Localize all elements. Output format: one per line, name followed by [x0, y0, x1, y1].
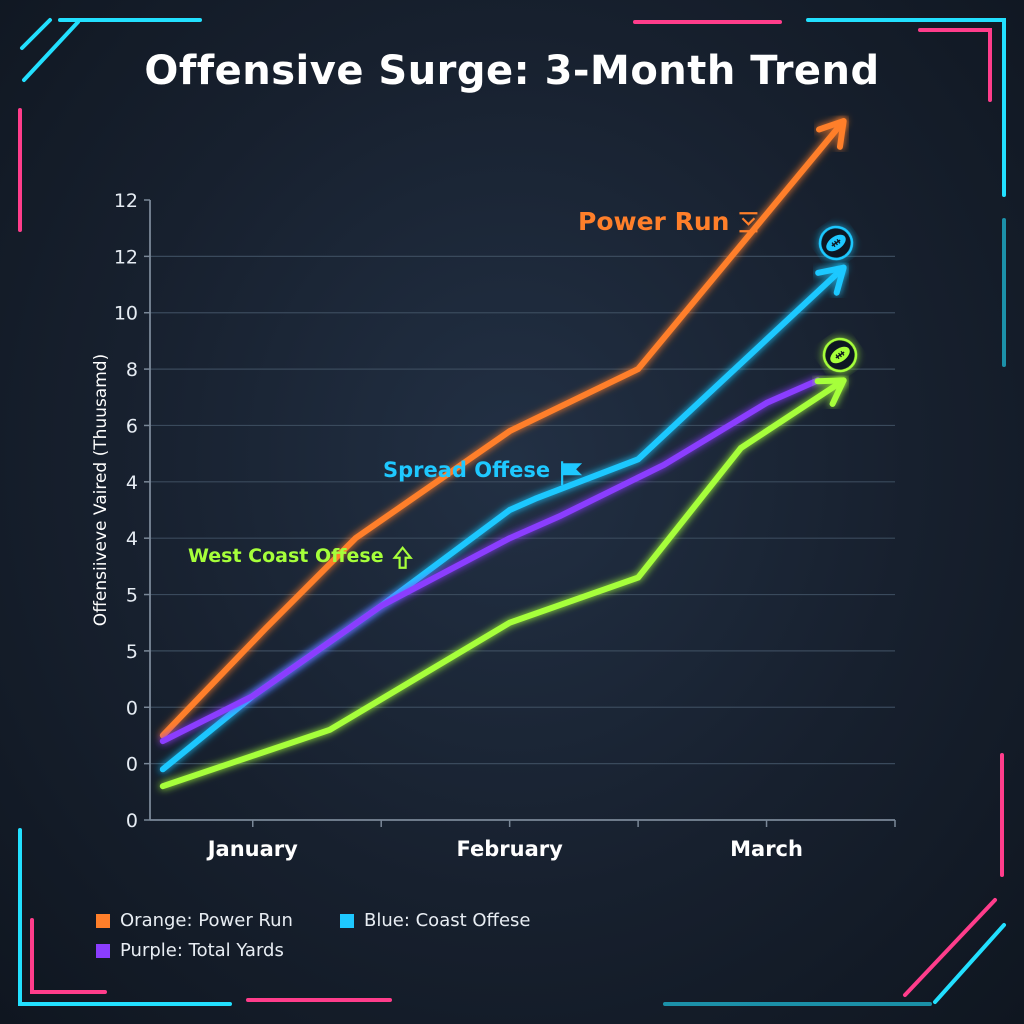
legend-swatch — [96, 943, 110, 958]
frame-edge-top-right — [806, 18, 1006, 197]
x-tick-label: January — [206, 837, 298, 861]
series-line-power-run — [159, 118, 847, 739]
chart-title: Offensive Surge: 3-Month Trend — [144, 48, 880, 94]
legend-swatch — [340, 913, 354, 928]
legend-label: Purple: Total Yards — [120, 940, 284, 961]
frame-corner-bottom-left — [18, 828, 232, 1006]
legend-item: Blue: Coast Offese — [340, 910, 530, 931]
y-tick-label: 12 — [114, 246, 138, 268]
y-tick-label: 5 — [126, 585, 138, 607]
series-line-total-yards — [159, 377, 821, 745]
series-arrowhead — [816, 118, 847, 150]
y-tick-label: 12 — [114, 190, 138, 212]
down-chevron-box-icon — [739, 212, 758, 233]
frame-corner-accent — [22, 20, 80, 82]
y-tick-label: 0 — [126, 754, 138, 776]
y-tick-label: 6 — [126, 415, 138, 437]
annotation-label: West Coast Offese — [188, 545, 384, 567]
series-line-spread-offese — [159, 264, 847, 773]
legend-label: Orange: Power Run — [120, 910, 293, 931]
y-tick-label: 4 — [126, 528, 138, 550]
series-arrowhead — [814, 377, 847, 407]
frame-corner-top-right-pink — [918, 28, 992, 102]
y-tick-label: 8 — [126, 359, 138, 381]
y-tick-label: 0 — [126, 697, 138, 719]
frame-corner-accent — [20, 18, 52, 50]
football-icon — [822, 337, 858, 373]
x-tick-label: February — [457, 837, 564, 861]
y-tick-label: 5 — [126, 641, 138, 663]
legend-label: Blue: Coast Offese — [364, 910, 531, 931]
legend-item: Orange: Power Run — [96, 910, 293, 931]
football-icon — [818, 225, 854, 261]
legend-swatch — [96, 913, 110, 928]
up-arrow-icon — [392, 545, 413, 569]
y-tick-label: 0 — [126, 810, 138, 832]
x-tick-label: March — [730, 837, 803, 861]
y-axis-label: Offensiiveve Vaired (Thuusamd) — [91, 354, 111, 626]
y-tick-label: 4 — [126, 472, 138, 494]
frame-corner-bottom-left-pink — [30, 918, 107, 994]
legend-item: Purple: Total Yards — [96, 940, 284, 961]
series-arrowhead — [815, 264, 847, 296]
annotation-label: Power Run — [578, 207, 729, 236]
flag-icon — [561, 461, 583, 486]
y-tick-label: 10 — [114, 303, 138, 325]
frame-corner-accent — [903, 898, 997, 997]
series-line-west-coast-offese — [159, 377, 847, 790]
annotation-label: Spread Offese — [383, 458, 550, 482]
frame-corner-accent — [933, 923, 1006, 1004]
